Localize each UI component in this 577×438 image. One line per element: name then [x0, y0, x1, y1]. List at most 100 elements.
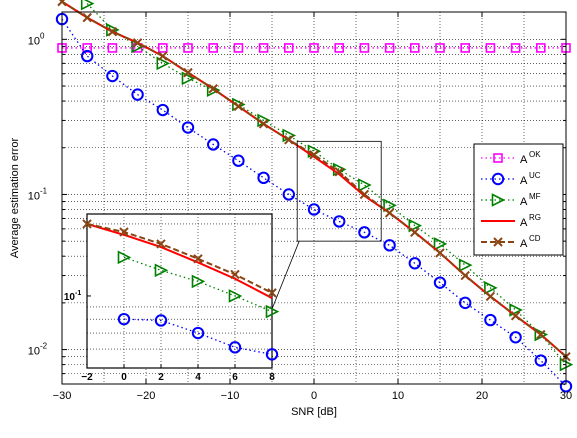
x-tick-label: −10 [221, 390, 240, 402]
legend: A OKA UCA MFA RGA CD [473, 143, 564, 256]
series-auc-point [433, 276, 447, 289]
series-auc-point [156, 103, 170, 117]
x-tick-label: 30 [560, 390, 572, 402]
inset-y-tick-label: 10 [64, 292, 76, 303]
inset-series-amf-point [265, 304, 280, 319]
legend-entry-acd-label: A [520, 238, 528, 250]
series-aok-point [283, 43, 294, 53]
inset-series-amf-point [228, 289, 243, 303]
series-aok-point [208, 43, 218, 53]
legend-entry-aok-label-sup: OK [529, 150, 541, 159]
inset-x-tick-label: 8 [269, 372, 275, 383]
series-amf-point [80, 0, 95, 11]
series-auc-point [534, 354, 547, 367]
series-acd-point [485, 291, 496, 302]
series-auc-line [61, 18, 567, 387]
series-auc [55, 12, 573, 393]
inset-series-acd-point [82, 219, 92, 229]
series-auc-point [131, 88, 144, 101]
y-tick-label-exponent: -2 [40, 342, 48, 351]
legend-entry-auc: A UC [481, 171, 541, 187]
inset-x-tick-label: 0 [121, 372, 127, 383]
series-auc-point [207, 138, 220, 151]
series-acd-point [510, 311, 521, 321]
series-aok-point [233, 43, 244, 53]
inset-ticks: −2 0 2 4 6 8 10 -1 [64, 290, 275, 383]
legend-entry-amf: A MF [481, 192, 541, 208]
series-acd-point [132, 38, 143, 48]
series-acd-point [309, 150, 319, 160]
series-amf-point [408, 218, 423, 233]
series-aok [57, 43, 571, 53]
legend-entry-aok-marker [493, 153, 503, 163]
series-acd-point [460, 270, 470, 281]
legend-entry-acd-marker [493, 237, 503, 247]
series-auc-point [358, 226, 371, 239]
series-acd-point [82, 12, 92, 23]
series-aok-point [359, 43, 370, 53]
x-tick-label: 10 [392, 390, 404, 402]
inset-series-auc [117, 312, 279, 361]
series-acd [57, 0, 571, 362]
y-tick-label: 10 [28, 346, 40, 358]
inset-series-acd-point [156, 239, 166, 249]
legend-entry-auc-marker [491, 172, 505, 186]
series-acd-point [284, 135, 294, 145]
y-tick-label: 10 [28, 35, 40, 47]
inset-x-tick-label: −2 [81, 372, 93, 383]
series-auc-point [106, 69, 119, 83]
legend-entry-arg: A RG [481, 213, 541, 229]
series-aok-point [510, 43, 521, 53]
legend-entry-amf-label: A [520, 196, 528, 208]
inset-series-acd-point [193, 254, 203, 264]
series-acd-point [536, 329, 546, 340]
series-aok-point [82, 43, 92, 53]
series-aok-point [535, 43, 546, 53]
x-axis-label: SNR [dB] [291, 406, 337, 418]
inset-series-amf-point [154, 263, 169, 278]
legend-entry-auc-label: A [520, 175, 528, 187]
series-amf-point [156, 56, 171, 71]
series-amf-point [358, 178, 372, 192]
inset-series-acd-point [267, 288, 277, 298]
inset-plot: −2 0 2 4 6 8 10 -1 [64, 213, 280, 383]
inset-series-auc-point [228, 341, 242, 354]
x-tick-label: −20 [137, 390, 156, 402]
series-auc-point [333, 215, 346, 228]
series-amf-point [534, 327, 549, 342]
legend-entry-amf-label-sup: MF [529, 192, 541, 201]
x-tick-label: −30 [53, 390, 72, 402]
y-tick-label-exponent: 0 [40, 31, 45, 40]
inset-series-acd-point [119, 227, 129, 237]
inset-series-acd-point [230, 269, 240, 280]
series-aok-point [107, 43, 118, 53]
legend-entry-arg-label-sup: RG [529, 213, 541, 222]
inset-series-auc-point [154, 314, 168, 327]
legend-entry-acd: A CD [481, 234, 541, 250]
inset-x-tick-label: 2 [158, 372, 164, 383]
inset-series-arg [86, 222, 273, 299]
y-tick-label-exponent: -1 [40, 186, 48, 195]
series-amf-point [484, 281, 498, 295]
inset-series-amf-point [191, 274, 206, 289]
inset-series-acd-line [86, 222, 273, 294]
x-tick-label: 20 [476, 390, 488, 402]
series-acd-point [183, 67, 193, 78]
series-amf-point [458, 258, 473, 272]
series-aok-point [334, 43, 345, 53]
series-aok-point [158, 43, 168, 53]
series-acd-point [410, 227, 420, 238]
series-acd-point [57, 0, 67, 7]
series-auc-point [408, 257, 421, 270]
inset-series-auc-point [265, 348, 279, 361]
series-auc-point [383, 239, 396, 252]
inset-series-amf [117, 250, 280, 319]
series-aok-point [384, 43, 395, 53]
series-aok-point [460, 43, 471, 53]
series-acd-point [384, 208, 395, 218]
series-aok-point [485, 43, 496, 53]
series-amf-point [383, 198, 397, 213]
series-aok-point [435, 43, 445, 53]
series-auc-point [81, 49, 94, 63]
